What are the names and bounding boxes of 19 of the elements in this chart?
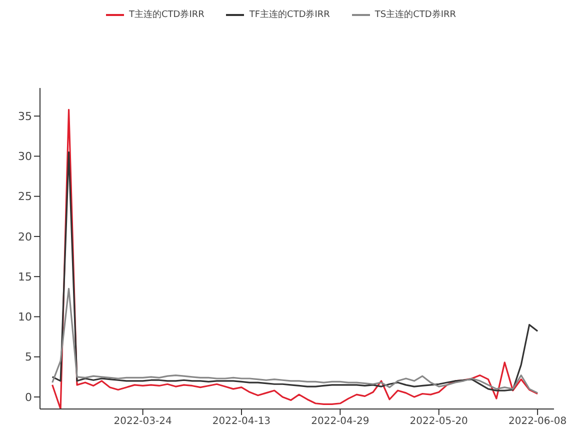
legend-label: TF主连的CTD券IRR	[249, 8, 330, 21]
y-tick-label: 30	[18, 150, 32, 164]
y-tick-label: 10	[18, 310, 32, 324]
x-tick-label: 2022-03-24	[114, 416, 172, 428]
y-tick-label: 15	[18, 270, 32, 284]
x-tick-label: 2022-06-08	[508, 416, 567, 428]
line-series	[52, 151, 538, 392]
x-tick-label: 2022-05-20	[410, 416, 468, 428]
y-tick-label: 25	[18, 190, 32, 204]
legend-label: TS主连的CTD券IRR	[374, 8, 456, 21]
y-tick-label: 5	[25, 350, 32, 364]
line-series	[52, 288, 538, 394]
y-tick-label: 0	[25, 390, 32, 404]
y-tick-label: 35	[18, 110, 32, 123]
x-tick-label: 2022-04-29	[311, 416, 370, 428]
x-tick-label: 2022-04-13	[212, 416, 271, 428]
y-tick-label: 20	[18, 230, 32, 244]
legend-label: T主连的CTD券IRR	[128, 8, 204, 21]
line-series	[52, 108, 538, 409]
